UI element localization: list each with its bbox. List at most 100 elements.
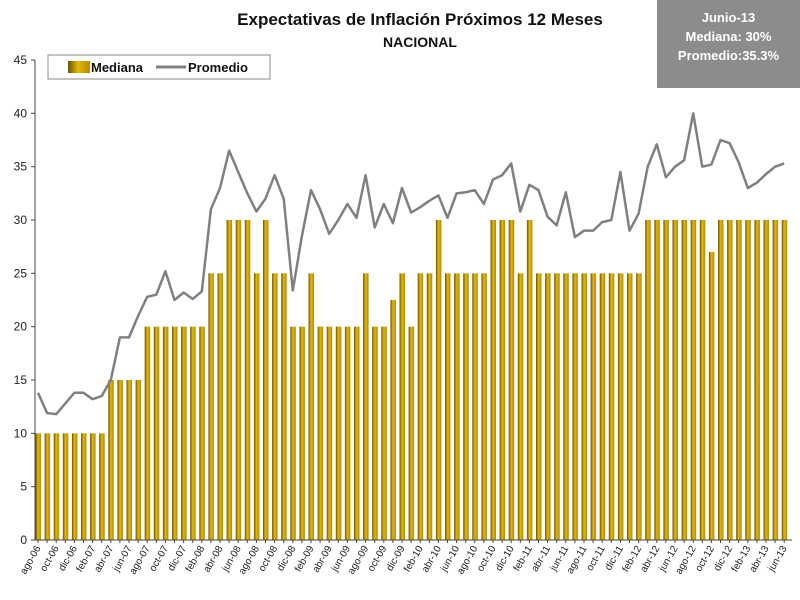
summary-promedio: Promedio:35.3% xyxy=(677,48,780,63)
bar-mediana xyxy=(35,433,41,540)
bar-mediana xyxy=(53,433,60,540)
bar-mediana xyxy=(44,433,51,540)
bar-mediana xyxy=(754,220,760,540)
chart-title: Expectativas de Inflación Próximos 12 Me… xyxy=(237,10,603,29)
bar-mediana xyxy=(426,273,433,540)
bar-mediana xyxy=(153,326,160,540)
bar-mediana xyxy=(308,273,314,540)
bar-mediana xyxy=(508,220,515,540)
bar-mediana xyxy=(563,273,569,540)
bar-mediana xyxy=(190,326,196,540)
bar-mediana xyxy=(490,220,496,540)
bar-mediana xyxy=(463,273,469,540)
bar-mediana xyxy=(654,220,660,540)
y-tick-label: 40 xyxy=(14,106,28,120)
summary-box: Junio-13 Mediana: 30% Promedio:35.3% xyxy=(657,0,800,88)
bar-mediana xyxy=(636,273,642,540)
bar-mediana xyxy=(335,326,342,540)
bar-mediana xyxy=(627,273,633,540)
bar-mediana xyxy=(162,326,169,540)
bar-mediana xyxy=(718,220,724,540)
bar-mediana xyxy=(736,220,742,540)
bar-mediana xyxy=(590,273,597,540)
bar-mediana xyxy=(135,380,142,540)
bar-mediana xyxy=(126,380,132,540)
bar-mediana xyxy=(545,273,551,540)
y-tick-label: 0 xyxy=(20,533,27,547)
y-tick-label: 30 xyxy=(14,213,28,227)
bar-mediana xyxy=(517,273,524,540)
y-tick-label: 10 xyxy=(14,426,28,440)
bar-mediana xyxy=(372,326,378,540)
bar-mediana xyxy=(117,380,123,540)
bar-mediana xyxy=(663,220,669,540)
bar-mediana xyxy=(435,220,442,540)
legend-label-promedio: Promedio xyxy=(188,60,248,75)
bar-mediana xyxy=(472,273,478,540)
bar-mediana xyxy=(399,273,405,540)
bar-mediana xyxy=(445,273,451,540)
y-tick-label: 5 xyxy=(20,480,27,494)
bar-mediana xyxy=(690,220,697,540)
legend-swatch-mediana xyxy=(68,61,90,73)
bar-mediana xyxy=(681,220,688,540)
bar-mediana xyxy=(235,220,242,540)
bar-mediana xyxy=(481,273,487,540)
bar-mediana xyxy=(554,273,560,540)
bar-mediana xyxy=(581,273,587,540)
bar-mediana xyxy=(781,220,788,540)
chart-subtitle: NACIONAL xyxy=(383,34,457,50)
bar-mediana xyxy=(536,273,542,540)
bar-mediana xyxy=(745,220,751,540)
x-tick-label: ago-06 xyxy=(19,544,44,577)
bar-mediana xyxy=(381,326,387,540)
summary-mediana: Mediana: 30% xyxy=(685,29,772,44)
bar-mediana xyxy=(272,273,278,540)
bar-mediana xyxy=(499,220,506,540)
bar-mediana xyxy=(299,326,305,540)
bar-mediana xyxy=(244,220,251,540)
bar-mediana xyxy=(699,220,706,540)
bar-mediana xyxy=(281,273,287,540)
bar-mediana xyxy=(454,273,460,540)
bar-mediana xyxy=(81,433,87,540)
legend-label-mediana: Mediana xyxy=(91,60,144,75)
bar-mediana xyxy=(599,273,606,540)
bar-mediana xyxy=(708,252,715,540)
bar-mediana xyxy=(263,220,269,540)
legend: Mediana Promedio xyxy=(47,54,271,80)
bar-mediana xyxy=(99,433,105,540)
y-tick-label: 35 xyxy=(14,160,28,174)
bar-mediana xyxy=(763,220,769,540)
bar-mediana xyxy=(727,220,733,540)
bar-mediana xyxy=(144,326,151,540)
bar-mediana xyxy=(617,273,624,540)
y-tick-label: 45 xyxy=(14,53,28,67)
bar-mediana xyxy=(71,433,78,540)
bar-mediana xyxy=(326,326,333,540)
bar-mediana xyxy=(253,273,260,540)
bar-mediana xyxy=(772,220,779,540)
bar-mediana xyxy=(672,220,678,540)
bar-mediana xyxy=(181,326,187,540)
bar-mediana xyxy=(90,433,96,540)
bar-mediana xyxy=(217,273,223,540)
bar-mediana xyxy=(354,326,360,540)
summary-period: Junio-13 xyxy=(701,10,756,25)
bar-mediana xyxy=(108,380,114,540)
bar-mediana xyxy=(208,273,214,540)
line-promedio xyxy=(36,112,785,416)
bar-mediana xyxy=(199,326,205,540)
bar-mediana xyxy=(608,273,615,540)
bar-mediana xyxy=(526,220,533,540)
y-tick-label: 15 xyxy=(14,373,28,387)
y-tick-label: 25 xyxy=(14,266,28,280)
bar-mediana xyxy=(172,326,178,540)
bar-mediana xyxy=(317,326,324,540)
bar-mediana xyxy=(417,273,424,540)
bar-mediana xyxy=(226,220,233,540)
bar-mediana xyxy=(363,273,369,540)
y-tick-label: 20 xyxy=(14,320,28,334)
